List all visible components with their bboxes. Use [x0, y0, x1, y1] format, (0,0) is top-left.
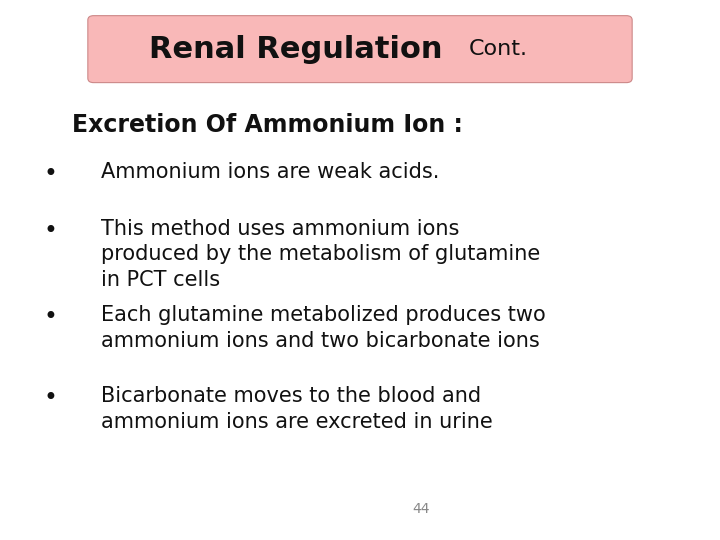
Text: •: • [43, 305, 58, 329]
Text: •: • [43, 162, 58, 186]
Text: Each glutamine metabolized produces two
ammonium ions and two bicarbonate ions: Each glutamine metabolized produces two … [101, 305, 546, 350]
FancyBboxPatch shape [88, 16, 632, 83]
Text: Excretion Of Ammonium Ion :: Excretion Of Ammonium Ion : [72, 113, 463, 137]
Text: This method uses ammonium ions
produced by the metabolism of glutamine
in PCT ce: This method uses ammonium ions produced … [101, 219, 540, 290]
Text: Renal Regulation: Renal Regulation [149, 35, 443, 64]
Text: Cont.: Cont. [469, 39, 528, 59]
Text: Bicarbonate moves to the blood and
ammonium ions are excreted in urine: Bicarbonate moves to the blood and ammon… [101, 386, 492, 431]
Text: •: • [43, 386, 58, 410]
Text: •: • [43, 219, 58, 242]
Text: Ammonium ions are weak acids.: Ammonium ions are weak acids. [101, 162, 439, 182]
Text: 44: 44 [413, 502, 430, 516]
